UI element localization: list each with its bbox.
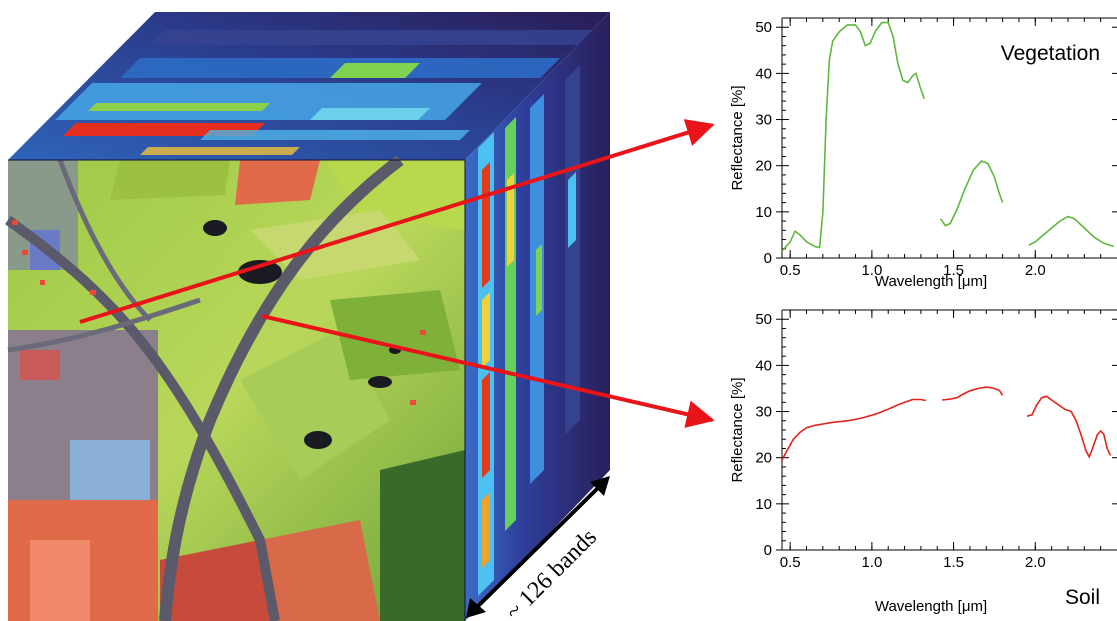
bands-dimension-arrow bbox=[470, 480, 606, 614]
cube-side-band-stripes bbox=[478, 65, 580, 596]
x-tick-label: 2.0 bbox=[1025, 554, 1046, 571]
y-axis-label: Reflectance [%] bbox=[729, 377, 746, 482]
x-axis-label: Wavelength [μm] bbox=[875, 273, 987, 290]
panel-label: Soil bbox=[1065, 586, 1100, 609]
soil-pointer-arrow bbox=[261, 314, 715, 428]
y-tick-label: 50 bbox=[755, 311, 772, 328]
vegetation-spectrum-chart: 0 10 20 30 40 50 0.5 1.0 1.5 2.0 Wavelength [μm] Re… bbox=[729, 17, 1117, 290]
y-tick-label: 50 bbox=[755, 19, 772, 36]
y-tick-label: 0 bbox=[764, 250, 772, 267]
cube-top-band-stripes bbox=[55, 30, 600, 155]
hyperspectral-cube bbox=[5, 12, 610, 621]
x-axis-label: Wavelength [μm] bbox=[875, 598, 987, 615]
y-tick-label: 40 bbox=[755, 65, 772, 82]
panel-label: Vegetation bbox=[1001, 42, 1100, 65]
y-tick-label: 10 bbox=[755, 204, 772, 221]
spectrum-line-segment bbox=[781, 21, 925, 252]
x-tick-label: 2.0 bbox=[1025, 262, 1046, 279]
aerial-image-front-face bbox=[5, 155, 465, 621]
x-tick-label: 1.5 bbox=[943, 262, 964, 279]
soil-spectrum-chart: 0 10 20 30 40 50 0.5 1.0 1.5 2.0 Wavelength [μm] Re… bbox=[729, 309, 1117, 615]
y-tick-label: 30 bbox=[755, 404, 772, 421]
vegetation-pointer-arrow bbox=[79, 119, 715, 324]
y-tick-label: 20 bbox=[755, 158, 772, 175]
y-axis-label: Reflectance [%] bbox=[729, 85, 746, 190]
y-tick-label: 10 bbox=[755, 496, 772, 513]
spectrum-line-segment bbox=[939, 160, 1004, 227]
x-tick-label: 0.5 bbox=[780, 554, 801, 571]
y-tick-label: 30 bbox=[755, 112, 772, 129]
bands-arrowhead-bottom bbox=[466, 598, 486, 618]
y-tick-label: 20 bbox=[755, 450, 772, 467]
spectrum-line-segment bbox=[781, 398, 926, 461]
spectrum-line-segment bbox=[942, 386, 1004, 401]
spectrum-line-segment bbox=[1026, 395, 1112, 459]
x-tick-label: 0.5 bbox=[780, 262, 801, 279]
x-tick-label: 1.0 bbox=[861, 262, 882, 279]
spectrum-line-segment bbox=[1028, 215, 1114, 248]
y-tick-label: 0 bbox=[764, 542, 772, 559]
pointer-arrows bbox=[79, 119, 715, 428]
x-tick-label: 1.0 bbox=[861, 554, 882, 571]
x-tick-label: 1.5 bbox=[943, 554, 964, 571]
bands-arrowhead-top bbox=[590, 476, 610, 496]
y-tick-label: 40 bbox=[755, 357, 772, 374]
